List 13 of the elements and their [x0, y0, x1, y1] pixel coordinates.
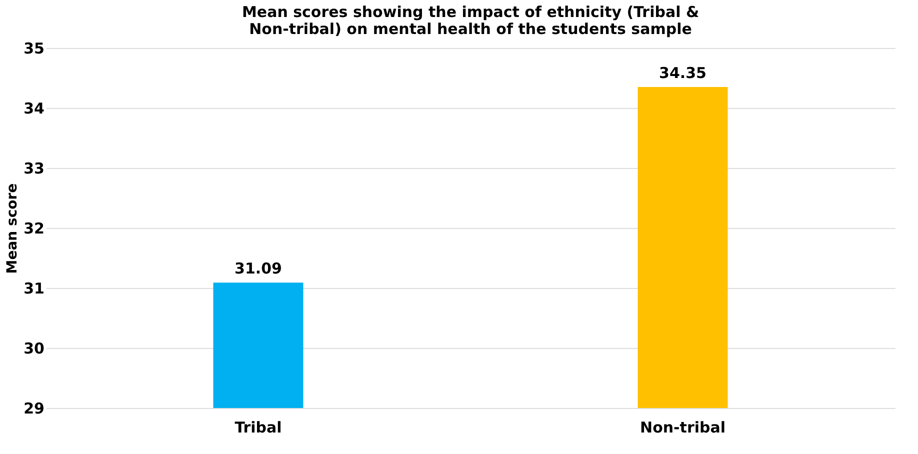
data-label: 31.09	[234, 260, 282, 278]
y-tick-label: 31	[24, 280, 44, 298]
y-tick-label: 34	[24, 100, 44, 118]
y-tick-label: 35	[24, 40, 44, 58]
y-axis-title: Mean score	[4, 183, 21, 274]
y-tick-label: 29	[24, 400, 44, 418]
x-tick-label: Non-tribal	[640, 418, 726, 436]
y-tick-label: 30	[24, 340, 44, 358]
x-tick-label: Tribal	[234, 418, 282, 436]
y-tick-label: 32	[24, 220, 44, 238]
y-tick-label: 33	[24, 160, 44, 178]
data-label: 34.35	[659, 64, 706, 82]
chart-title: Mean scores showing the impact of ethnicity (Tribal & Non-tribal) on mental health of the students sample	[242, 3, 700, 38]
